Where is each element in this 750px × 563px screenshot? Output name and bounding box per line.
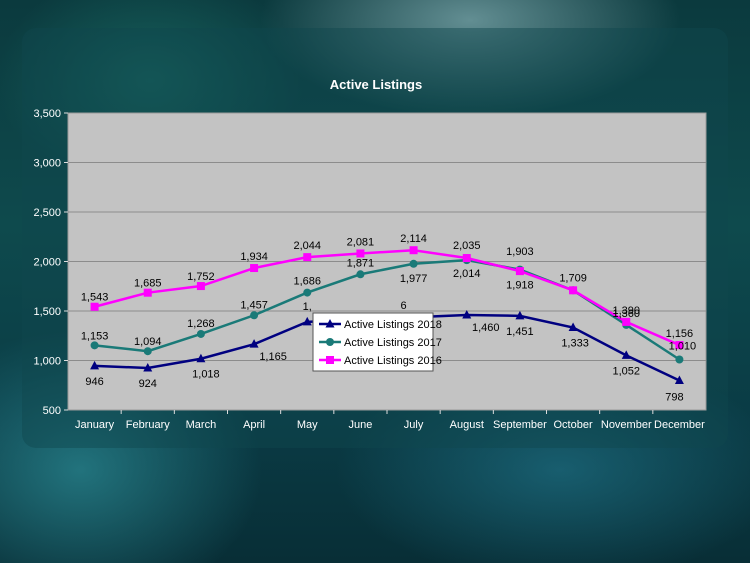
- square-marker: [303, 253, 312, 262]
- data-label: 798: [665, 391, 683, 403]
- legend: Active Listings 2018 Active Listings 2017…: [312, 312, 442, 372]
- triangle-marker: [302, 316, 312, 326]
- y-tick-label: 2,500: [33, 207, 61, 219]
- square-marker: [143, 288, 152, 297]
- data-label: 1,977: [400, 273, 428, 285]
- circle-marker: [356, 270, 365, 279]
- square-marker: [515, 267, 524, 276]
- triangle-marker: [462, 309, 472, 319]
- data-label: 924: [139, 378, 157, 390]
- data-label: 6: [401, 300, 407, 312]
- triangle-marker: [515, 310, 525, 320]
- data-labels: 946 924 1,018 1,165 1, 6 1,460 1,451 1,333 1,052 7…: [81, 233, 696, 403]
- data-label: 1,018: [192, 369, 220, 381]
- data-label: 1,390: [612, 305, 640, 317]
- data-label: 1,156: [666, 328, 694, 340]
- square-marker: [675, 341, 684, 350]
- legend-entry: Active Listings 2017: [344, 337, 442, 349]
- triangle-marker: [143, 363, 153, 372]
- data-label: 1,871: [347, 257, 375, 269]
- gridlines: [68, 162, 706, 361]
- series-group: [90, 246, 684, 350]
- data-label: 2,035: [453, 240, 481, 252]
- x-axis: January February March April May June July Augu…: [75, 410, 705, 431]
- triangle-marker: [621, 350, 631, 359]
- x-tick-label: April: [243, 419, 265, 431]
- square-marker: [409, 246, 418, 255]
- triangle-marker: [325, 319, 335, 328]
- triangle-marker: [674, 375, 684, 384]
- x-tick-label: May: [297, 419, 318, 431]
- square-marker: [90, 302, 99, 311]
- data-label: 1,010: [669, 341, 697, 353]
- x-tick-label: June: [348, 419, 372, 431]
- data-label: 1,052: [612, 365, 640, 377]
- data-label: 2,114: [400, 233, 427, 245]
- triangle-marker: [249, 339, 259, 348]
- x-tick-label: October: [554, 419, 593, 431]
- x-tick-label: March: [186, 419, 217, 431]
- series-line: [94, 248, 680, 347]
- data-label: 1,686: [293, 276, 321, 288]
- square-marker: [356, 249, 365, 258]
- data-label: 1,451: [506, 326, 534, 338]
- data-label: 1,165: [259, 351, 287, 363]
- y-tick-label: 2,000: [33, 257, 61, 269]
- y-tick-label: 1,500: [33, 306, 61, 318]
- circle-marker: [326, 338, 334, 346]
- circle-marker: [303, 288, 312, 297]
- data-label: 1,094: [134, 336, 162, 348]
- y-tick-label: 3,000: [33, 158, 61, 170]
- square-marker: [326, 356, 334, 364]
- y-tick-label: 1,000: [33, 356, 61, 368]
- y-axis: 500 1,000 1,500 2,000 2,500 3,000 3,500: [33, 108, 68, 417]
- triangle-marker: [90, 360, 100, 370]
- circle-marker: [196, 329, 205, 338]
- triangle-marker: [196, 353, 206, 363]
- legend-entry: Active Listings 2018: [344, 319, 442, 331]
- chart-title: Active Listings: [330, 77, 422, 92]
- triangle-marker: [568, 322, 578, 332]
- legend-entry: Active Listings 2016: [344, 355, 442, 367]
- x-tick-label: July: [404, 419, 424, 431]
- data-label: 2,081: [347, 236, 375, 248]
- data-label: 1,360: [612, 308, 640, 320]
- square-marker: [622, 317, 631, 326]
- square-marker: [569, 286, 578, 295]
- data-label: 1,685: [134, 278, 162, 290]
- data-label: 1,153: [81, 330, 109, 342]
- data-label: 1,268: [187, 318, 215, 330]
- x-tick-label: January: [75, 419, 115, 431]
- data-label: 2,014: [453, 268, 481, 280]
- square-marker: [196, 282, 205, 291]
- data-label: 1,903: [506, 246, 534, 258]
- data-label: 1,752: [187, 271, 215, 283]
- y-tick-label: 500: [43, 405, 61, 417]
- data-label: 1,543: [81, 292, 109, 304]
- data-label: 1,460: [472, 322, 500, 334]
- data-label: 1,: [303, 301, 312, 313]
- circle-marker: [250, 311, 259, 320]
- circle-marker: [143, 347, 152, 356]
- y-tick-label: 3,500: [33, 108, 61, 120]
- x-tick-label: February: [126, 419, 171, 431]
- circle-marker: [675, 355, 684, 364]
- data-label: 2,044: [293, 240, 321, 252]
- square-marker: [462, 254, 471, 263]
- x-tick-label: September: [493, 419, 547, 431]
- data-label: 946: [85, 376, 103, 388]
- x-tick-label: December: [654, 419, 705, 431]
- circle-marker: [90, 341, 99, 350]
- x-tick-label: August: [450, 419, 484, 431]
- data-label: 1,333: [561, 338, 589, 350]
- circle-marker: [409, 259, 418, 268]
- square-marker: [250, 264, 259, 273]
- data-label: 1,934: [240, 251, 268, 263]
- x-tick-label: November: [601, 419, 652, 431]
- data-label: 1,457: [240, 299, 268, 311]
- data-label: 1,709: [559, 272, 587, 284]
- data-label: 1,918: [506, 280, 534, 292]
